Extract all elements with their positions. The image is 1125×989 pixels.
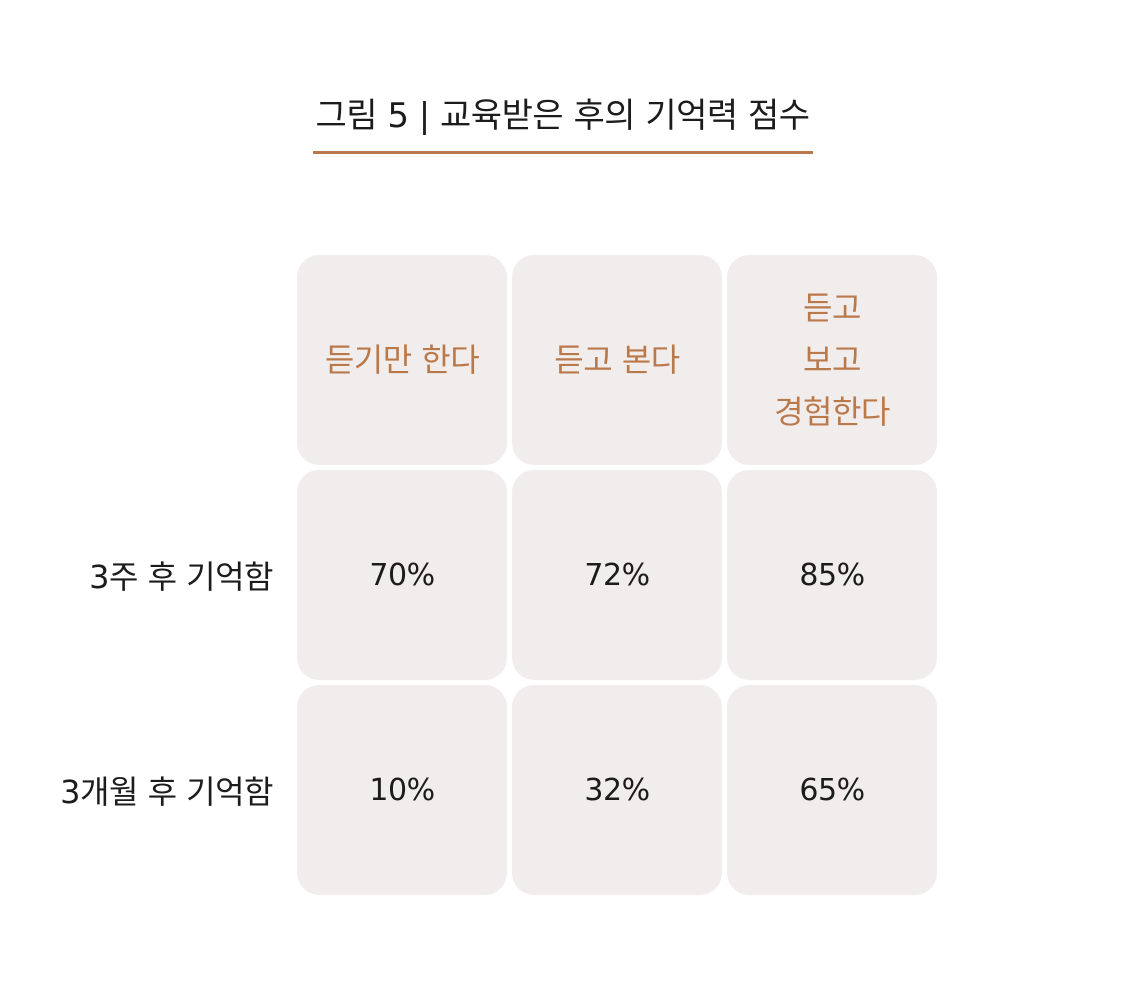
column-header-text: 듣고 본다 [554,341,680,379]
column-header-text: 경험한다 [774,393,890,431]
table-cell: 32% [512,685,722,895]
column-header-text: 듣고 [803,289,861,327]
cell-value: 10% [369,772,435,808]
table-cell: 72% [512,470,722,680]
cell-value: 85% [799,557,865,593]
column-header-listen-see-experience: 듣고 보고 경험한다 [727,255,937,465]
table-cell: 10% [297,685,507,895]
memory-score-table: 듣기만 한다 듣고 본다 듣고 보고 경험한다 70% 72% 85% 10% … [297,255,937,895]
row-label-3-weeks: 3주 후 기억함 [89,558,273,596]
column-header-listen-see: 듣고 본다 [512,255,722,465]
cell-value: 72% [584,557,650,593]
table-cell: 85% [727,470,937,680]
column-header-text: 듣기만 한다 [324,341,480,379]
row-label-3-months: 3개월 후 기억함 [60,773,273,811]
cell-value: 32% [584,772,650,808]
column-header-listen: 듣기만 한다 [297,255,507,465]
column-header-text: 보고 [803,341,861,379]
figure-title-block: 그림 5 | 교육받은 후의 기억력 점수 [0,88,1125,154]
title-underline [312,151,813,154]
cell-value: 65% [799,772,865,808]
figure-title: 그림 5 | 교육받은 후의 기억력 점수 [315,96,810,136]
cell-value: 70% [369,557,435,593]
table-cell: 70% [297,470,507,680]
table-cell: 65% [727,685,937,895]
